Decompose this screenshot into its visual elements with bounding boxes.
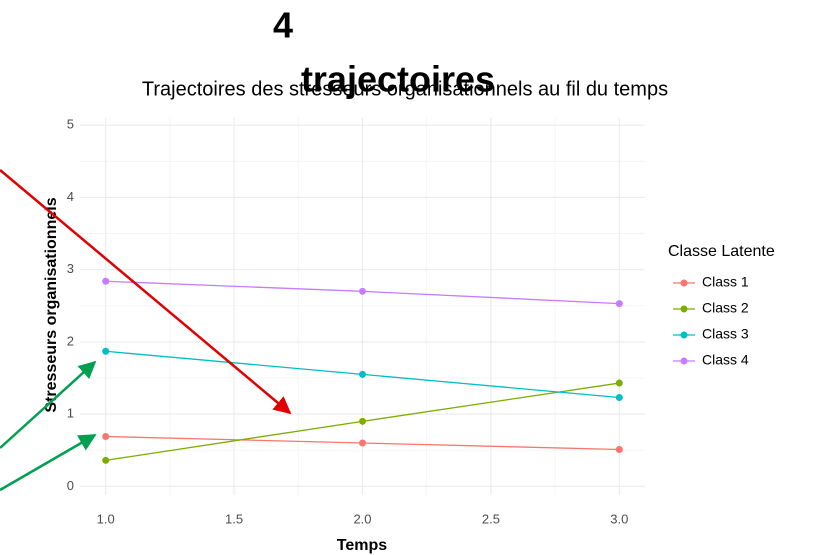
data-point	[359, 417, 366, 425]
x-tick-label: 3.0	[610, 511, 628, 526]
y-tick-label: 5	[67, 117, 74, 132]
y-tick-label: 2	[67, 333, 74, 348]
data-point	[102, 456, 110, 464]
y-tick-label: 4	[67, 189, 74, 204]
data-point	[359, 370, 366, 378]
legend-label: Class 2	[702, 300, 749, 316]
data-point	[102, 277, 110, 285]
legend-key	[680, 357, 688, 365]
data-point	[615, 446, 623, 453]
y-tick-label: 1	[67, 406, 74, 421]
data-point	[615, 379, 623, 387]
x-tick-label: 1.0	[97, 511, 115, 526]
legend-label: Class 1	[702, 274, 749, 290]
annotation: 4	[273, 5, 293, 46]
y-tick-label: 0	[67, 478, 74, 493]
legend-label: Class 4	[702, 352, 749, 368]
data-point	[359, 287, 366, 295]
x-axis-label: Temps	[337, 537, 387, 554]
annotation: trajectoires	[301, 59, 495, 100]
legend-key	[680, 279, 688, 287]
y-axis-label: Stresseurs organisationnels	[43, 197, 60, 412]
data-point	[615, 394, 623, 401]
annotation-arrow	[0, 169, 292, 415]
data-point	[102, 433, 110, 440]
x-tick-label: 2.5	[482, 511, 500, 526]
data-point	[102, 347, 110, 355]
annotation-arrow	[0, 360, 97, 449]
y-tick-label: 3	[67, 261, 74, 276]
legend-key	[680, 331, 688, 339]
chart-title: Trajectoires des stresseurs organisation…	[142, 78, 668, 100]
data-point	[615, 300, 623, 308]
annotation-arrow	[0, 433, 97, 492]
data-point	[359, 439, 366, 447]
x-tick-label: 2.0	[353, 511, 371, 526]
legend-key	[680, 305, 688, 313]
legend-title: Classe Latente	[668, 243, 775, 260]
legend-label: Class 3	[702, 326, 749, 342]
x-tick-label: 1.5	[225, 511, 243, 526]
